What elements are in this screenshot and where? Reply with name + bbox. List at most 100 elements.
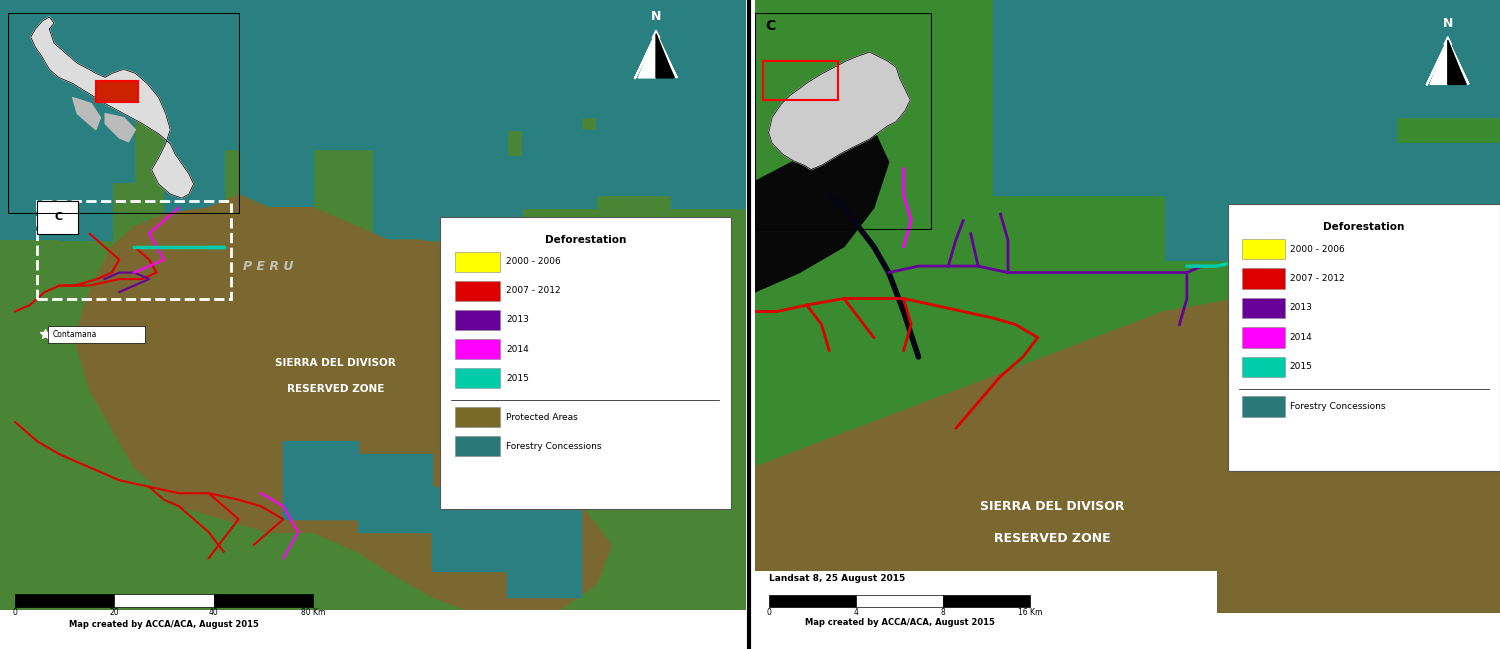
Polygon shape (993, 0, 1164, 195)
Polygon shape (314, 0, 372, 84)
Text: 80 Km: 80 Km (302, 608, 326, 617)
Polygon shape (1164, 162, 1292, 260)
Text: A: A (1378, 234, 1386, 245)
Text: 4: 4 (853, 608, 859, 617)
Text: 2000 - 2006: 2000 - 2006 (506, 258, 561, 267)
Text: Deforestation: Deforestation (544, 235, 626, 245)
Polygon shape (507, 506, 582, 597)
Bar (0, 0, 60, 240)
Text: 2000 - 2006: 2000 - 2006 (1290, 245, 1344, 254)
Bar (0, 610, 746, 649)
Bar (1242, 298, 1284, 318)
Polygon shape (238, 0, 314, 117)
Bar (38, 201, 231, 299)
Bar (48, 326, 146, 343)
Polygon shape (164, 84, 238, 149)
Polygon shape (507, 65, 582, 130)
Bar (96, 81, 138, 101)
Polygon shape (447, 156, 522, 227)
Bar (1242, 327, 1284, 348)
Polygon shape (656, 78, 746, 143)
Text: N: N (651, 10, 662, 23)
Polygon shape (60, 117, 134, 182)
Polygon shape (1292, 143, 1500, 227)
Polygon shape (447, 78, 507, 156)
Bar (15, 594, 114, 607)
Bar (1242, 356, 1284, 377)
Polygon shape (670, 143, 746, 208)
Polygon shape (522, 130, 597, 208)
Bar (1242, 268, 1284, 289)
Polygon shape (1395, 0, 1500, 117)
Polygon shape (284, 441, 358, 519)
Text: 16 Km: 16 Km (1019, 608, 1042, 617)
Polygon shape (1430, 40, 1448, 84)
Polygon shape (754, 117, 888, 292)
Text: N: N (1443, 17, 1454, 30)
Text: 2014: 2014 (1290, 333, 1312, 342)
Text: 0: 0 (12, 608, 18, 617)
Text: SIERRA DEL DIVISOR: SIERRA DEL DIVISOR (981, 500, 1125, 513)
Text: Forestry Concessions: Forestry Concessions (506, 442, 602, 450)
Polygon shape (164, 0, 238, 84)
Polygon shape (582, 0, 656, 52)
Text: Forestry Concessions: Forestry Concessions (1290, 402, 1386, 411)
Text: 2007 - 2012: 2007 - 2012 (506, 286, 561, 295)
Polygon shape (638, 34, 656, 78)
FancyBboxPatch shape (1228, 204, 1500, 471)
Text: RESERVED ZONE: RESERVED ZONE (286, 384, 384, 395)
Polygon shape (238, 182, 314, 240)
Text: Deforestation: Deforestation (1323, 222, 1404, 232)
Text: Map created by ACCA/ACA, August 2015: Map created by ACCA/ACA, August 2015 (69, 620, 260, 629)
Text: 0: 0 (766, 608, 772, 617)
Text: 40: 40 (209, 608, 219, 617)
Bar (754, 613, 1500, 649)
Bar (454, 281, 500, 301)
Polygon shape (314, 84, 372, 149)
Polygon shape (656, 34, 674, 78)
Text: Map created by ACCA/ACA, August 2015: Map created by ACCA/ACA, August 2015 (806, 618, 994, 628)
Text: Protected Areas: Protected Areas (506, 413, 578, 422)
Text: 2007 - 2012: 2007 - 2012 (1290, 274, 1344, 283)
Text: RESERVED ZONE: RESERVED ZONE (994, 532, 1112, 545)
Text: P E R U: P E R U (243, 260, 294, 273)
Polygon shape (75, 195, 686, 623)
Bar (1366, 227, 1462, 292)
Polygon shape (358, 454, 432, 532)
Polygon shape (582, 52, 656, 117)
Text: C: C (54, 212, 62, 223)
Polygon shape (507, 0, 582, 65)
Text: SIERRA DEL DIVISOR: SIERRA DEL DIVISOR (274, 358, 396, 369)
Bar (454, 407, 500, 427)
Polygon shape (432, 487, 507, 571)
Polygon shape (768, 52, 910, 169)
Text: C: C (765, 19, 776, 33)
Text: 2014: 2014 (506, 345, 528, 354)
Polygon shape (105, 114, 135, 141)
Bar (213, 594, 314, 607)
Bar (770, 595, 856, 607)
Bar (1242, 239, 1284, 260)
Polygon shape (1292, 0, 1395, 143)
FancyBboxPatch shape (440, 217, 730, 509)
Polygon shape (30, 17, 194, 198)
Text: 2015: 2015 (1290, 362, 1312, 371)
Text: 2013: 2013 (1290, 304, 1312, 312)
Polygon shape (372, 117, 447, 182)
Polygon shape (1164, 0, 1292, 162)
Bar (114, 594, 213, 607)
Text: 8: 8 (940, 608, 945, 617)
Polygon shape (60, 0, 164, 117)
Polygon shape (164, 149, 224, 214)
Polygon shape (238, 117, 314, 182)
Text: 20: 20 (110, 608, 118, 617)
Polygon shape (72, 97, 100, 130)
Bar (944, 595, 1030, 607)
Text: Contamana: Contamana (53, 330, 96, 339)
Polygon shape (597, 117, 670, 195)
Polygon shape (754, 292, 1500, 649)
Polygon shape (447, 0, 507, 78)
Bar (1242, 397, 1284, 417)
Bar (856, 595, 944, 607)
Bar (454, 252, 500, 272)
